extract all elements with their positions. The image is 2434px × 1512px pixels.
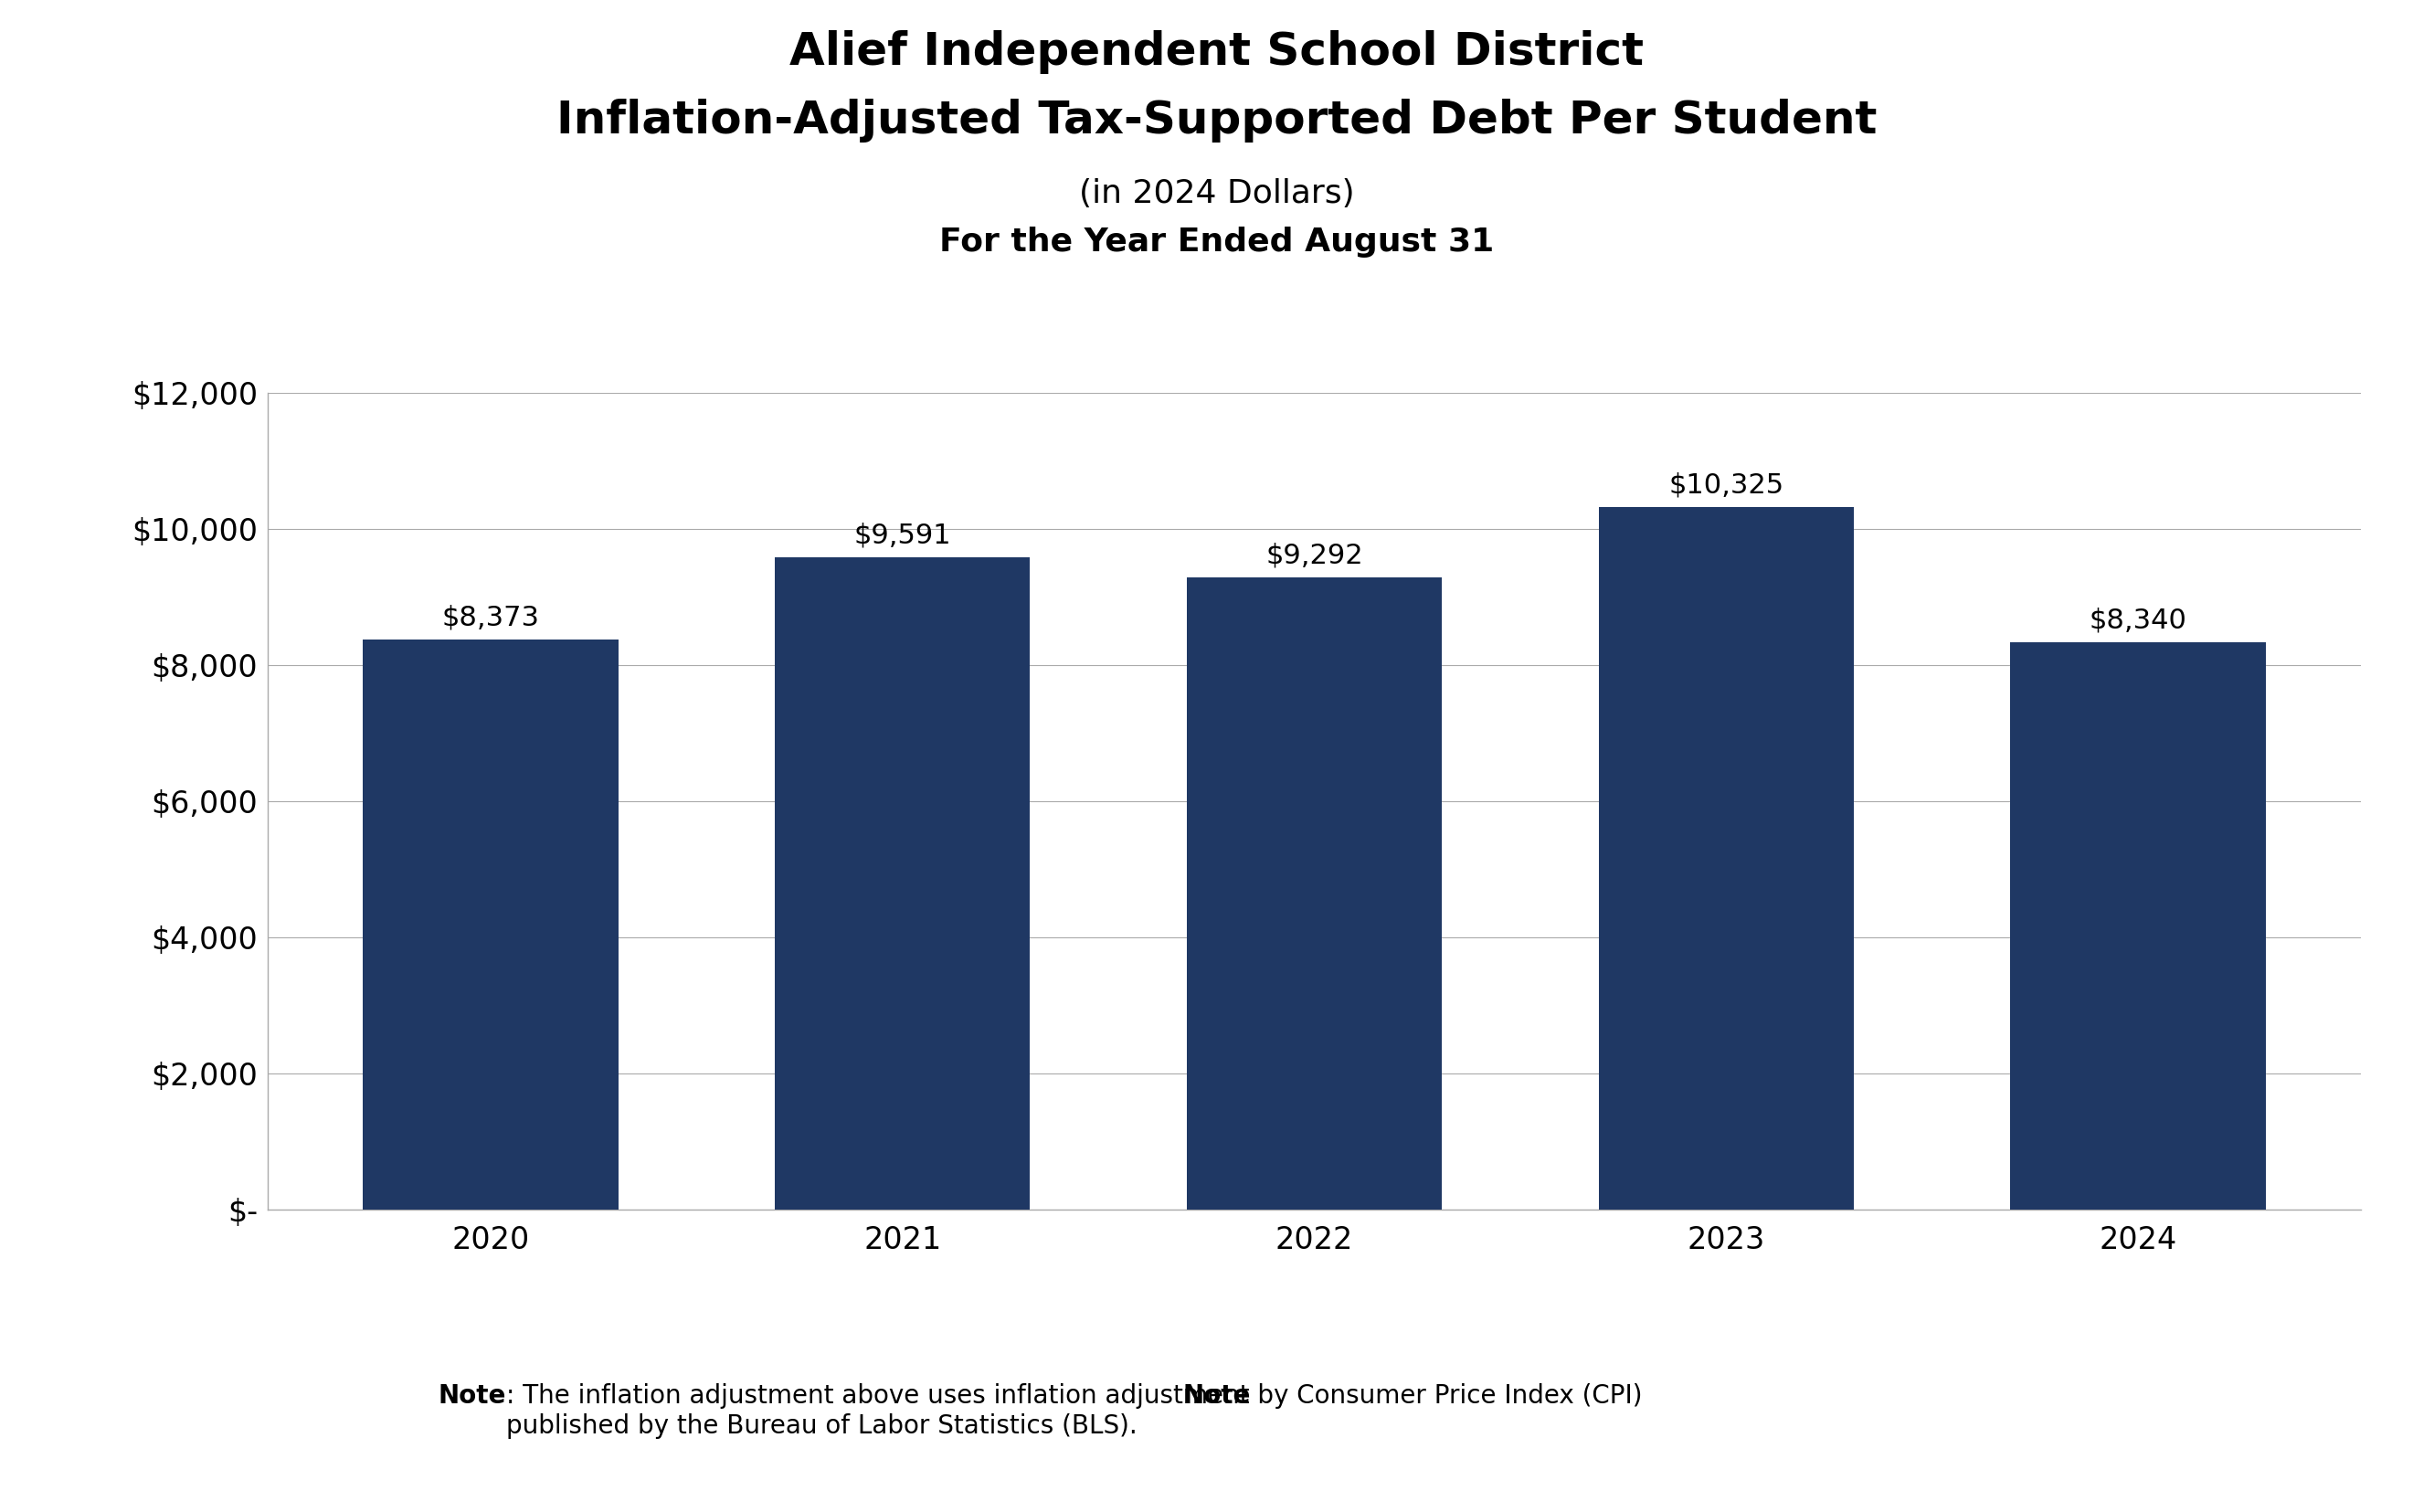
Bar — [1188, 578, 1441, 1210]
Bar — [363, 640, 618, 1210]
Text: : The inflation adjustment above uses inflation adjustment by Consumer Price Ind: : The inflation adjustment above uses in… — [506, 1383, 1643, 1438]
Bar — [2010, 643, 2266, 1210]
Text: (in 2024 Dollars): (in 2024 Dollars) — [1078, 178, 1356, 210]
Text: For the Year Ended August 31: For the Year Ended August 31 — [940, 227, 1494, 259]
Text: Alief Independent School District: Alief Independent School District — [791, 30, 1643, 74]
Text: $8,373: $8,373 — [441, 605, 540, 631]
Text: $10,325: $10,325 — [1670, 472, 1784, 499]
Text: Inflation-Adjusted Tax-Supported Debt Per Student: Inflation-Adjusted Tax-Supported Debt Pe… — [557, 98, 1877, 142]
Bar — [774, 556, 1030, 1210]
Text: $8,340: $8,340 — [2088, 606, 2188, 634]
Bar — [1599, 507, 1855, 1210]
Text: $9,292: $9,292 — [1266, 541, 1363, 569]
Text: Note: Note — [438, 1383, 506, 1409]
Text: Note: Note — [1183, 1383, 1251, 1409]
Text: $9,591: $9,591 — [854, 522, 952, 549]
